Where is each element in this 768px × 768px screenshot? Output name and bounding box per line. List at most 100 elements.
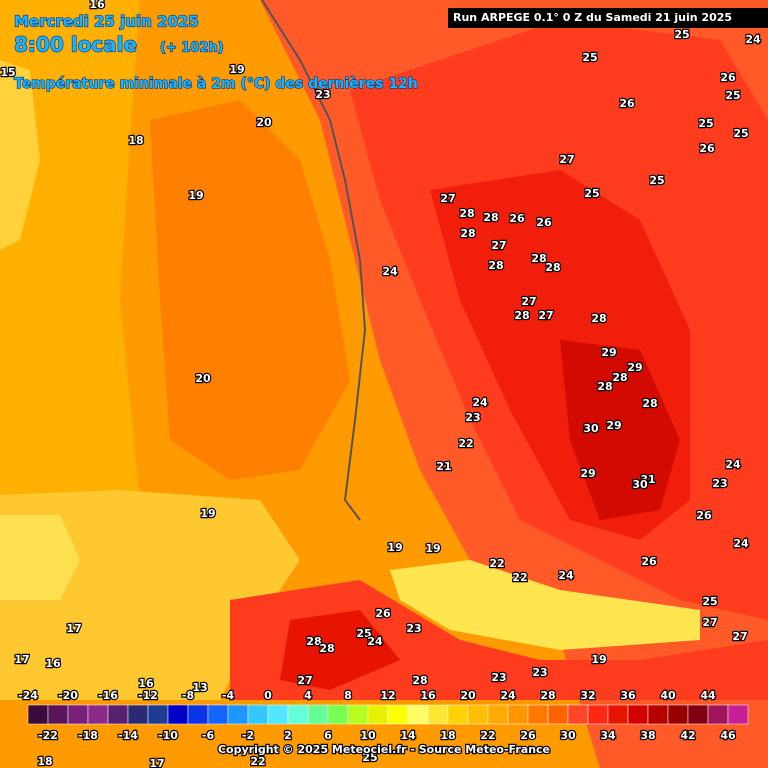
temperature-label: 25 (356, 627, 371, 640)
temperature-label: 20 (195, 372, 211, 385)
temperature-label: 29 (601, 346, 616, 359)
legend: -24 -20 -16 -12 -8 -4 0 4 8 12 16 20 24 28 32 36 40 44-22… (17, 688, 749, 743)
temperature-label: 16 (45, 657, 61, 670)
temperature-label: 26 (619, 97, 635, 110)
legend-bottom-label: 6 (324, 729, 332, 742)
legend-swatch (167, 704, 189, 725)
credit: Copyright © 2025 Meteociel.fr - Source M… (218, 743, 550, 756)
legend-swatch (507, 704, 529, 725)
temperature-label: 21 (436, 460, 451, 473)
legend-swatch (607, 704, 629, 725)
legend-swatch (547, 704, 569, 725)
temperature-label: 28 (545, 261, 560, 274)
legend-swatch (327, 704, 349, 725)
legend-swatch (67, 704, 89, 725)
legend-swatch (47, 704, 69, 725)
legend-swatch (647, 704, 669, 725)
legend-top-label: -4 (222, 689, 235, 702)
legend-swatch (387, 704, 409, 725)
temperature-label: 28 (488, 259, 503, 272)
temperature-label: 26 (696, 509, 712, 522)
legend-bottom-label: 18 (440, 729, 455, 742)
temperature-label: 23 (406, 622, 421, 635)
legend-bottom-label: -10 (158, 729, 178, 742)
temperature-label: 27 (521, 295, 536, 308)
legend-swatch (267, 704, 289, 725)
legend-swatch (707, 704, 729, 725)
temperature-label: 23 (465, 411, 480, 424)
legend-swatch (687, 704, 709, 725)
date: Mercredi 25 juin 2025 (14, 13, 199, 31)
legend-swatch (587, 704, 609, 725)
legend-swatch (227, 704, 249, 725)
temperature-label: 17 (66, 622, 81, 635)
legend-bottom-label: -18 (78, 729, 98, 742)
legend-swatch (367, 704, 389, 725)
temperature-label: 24 (558, 569, 574, 582)
legend-swatch (727, 704, 749, 725)
temperature-label: 16 (89, 0, 105, 11)
temperature-label: 31 (640, 473, 655, 486)
temperature-label: 28 (642, 397, 657, 410)
legend-top-label: 4 (304, 689, 312, 702)
legend-swatch (287, 704, 309, 725)
coastline (261, 0, 367, 521)
legend-bottom-label: 22 (480, 729, 495, 742)
legend-swatch (87, 704, 109, 725)
temperature-label: 19 (591, 653, 606, 666)
temperature-label: 18 (128, 134, 143, 147)
temperature-label: 25 (362, 751, 377, 764)
legend-top-label: -20 (58, 689, 78, 702)
legend-top-label: 0 (264, 689, 272, 702)
temperature-label: 19 (387, 541, 402, 554)
temperature-label: 28 (612, 371, 627, 384)
legend-bottom-label: 30 (560, 729, 576, 742)
temperature-label: 19 (188, 189, 203, 202)
legend-top-label: -16 (98, 689, 118, 702)
temperature-label: 28 (483, 211, 498, 224)
temperature-label: 24 (472, 396, 488, 409)
temperature-label: 24 (733, 537, 749, 550)
temperature-label: 25 (698, 117, 713, 130)
temperature-label: 28 (514, 309, 529, 322)
legend-bottom-label: 14 (400, 729, 416, 742)
legend-swatch (567, 704, 589, 725)
legend-swatch (527, 704, 549, 725)
temperature-label: 20 (256, 116, 272, 129)
legend-swatch (447, 704, 469, 725)
legend-swatch (247, 704, 269, 725)
temperature-label: 27 (702, 616, 717, 629)
temperature-label: 22 (458, 437, 473, 450)
temperature-label: 28 (459, 207, 474, 220)
temperature-label: 23 (491, 671, 506, 684)
temperature-label: 27 (440, 192, 455, 205)
run-label: Run ARPEGE 0.1° 0 Z du Samedi 21 juin 20… (453, 11, 732, 24)
temperature-label: 19 (229, 63, 244, 76)
temperature-label: 28 (460, 227, 475, 240)
temperature-label: 25 (733, 127, 748, 140)
legend-bottom-label: 2 (284, 729, 292, 742)
temperature-label: 13 (192, 681, 207, 694)
temperature-label: 27 (538, 309, 553, 322)
legend-bottom-label: 10 (360, 729, 376, 742)
legend-top-label: 44 (700, 689, 716, 702)
temperature-label: 26 (509, 212, 525, 225)
legend-swatch (207, 704, 229, 725)
temperature-label: 17 (149, 757, 164, 768)
temperature-label: 25 (725, 89, 740, 102)
temperature-label: 29 (606, 419, 621, 432)
temperature-label: 29 (627, 361, 642, 374)
legend-bottom-label: -22 (38, 729, 58, 742)
temperature-label: 28 (412, 674, 427, 687)
legend-swatch (147, 704, 169, 725)
temperature-label: 23 (712, 477, 727, 490)
temperature-label: 28 (531, 252, 546, 265)
legend-swatch (487, 704, 509, 725)
temperature-label: 26 (536, 216, 552, 229)
temperature-label: 27 (732, 630, 747, 643)
legend-top-label: 32 (580, 689, 595, 702)
legend-top-label: 36 (620, 689, 636, 702)
temperature-label: 23 (532, 666, 547, 679)
